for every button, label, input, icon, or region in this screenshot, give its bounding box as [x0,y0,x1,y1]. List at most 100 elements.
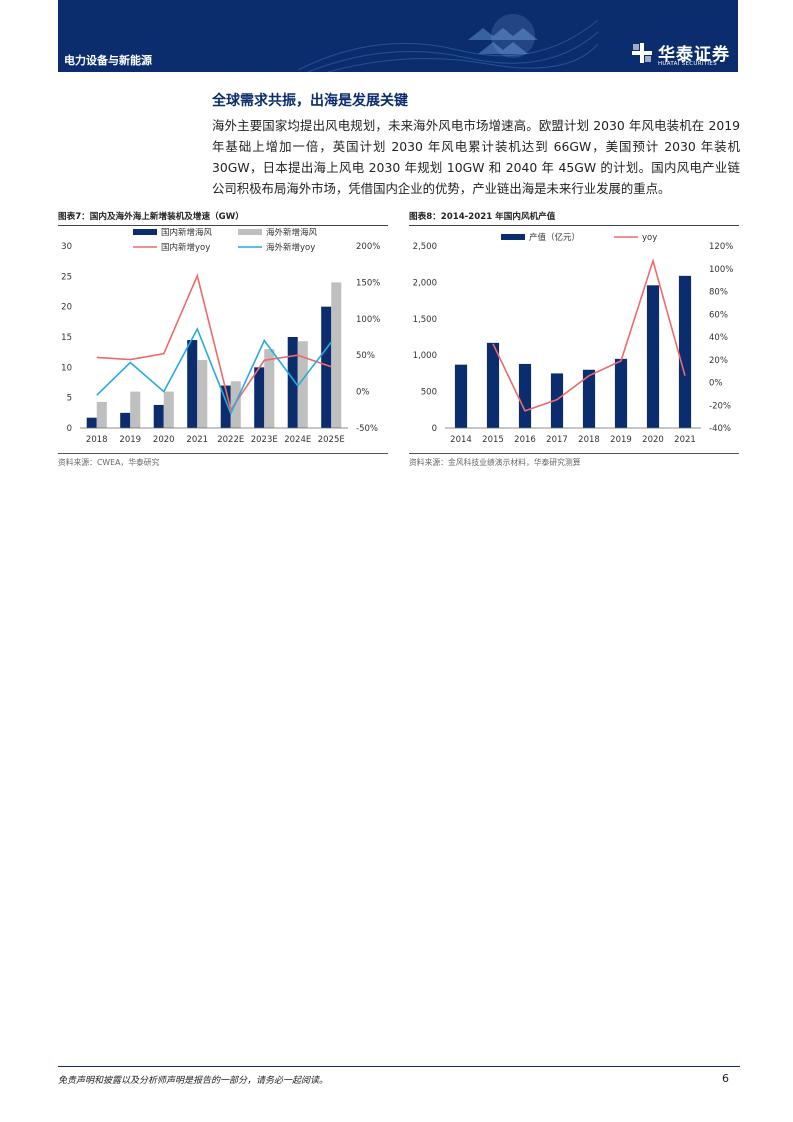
huatai-logo-icon [632,43,652,63]
bar [550,373,564,428]
x-tick-label: 2014 [450,435,472,445]
bar [287,337,298,428]
figure8-caption: 2014-2021 年国内风机产值 [440,212,556,222]
bar [187,340,198,428]
legend-swatch [238,229,262,235]
figure8-rule [409,225,739,226]
y-right-tick-label: 60% [709,310,728,320]
figure7-source: 资料来源：CWEA，华泰研究 [58,458,160,467]
bar [197,360,208,428]
figure7-chart: 0 5 10 15 20 25 30 -50% 0% 50% 100% 150% 200% 2018 201… [61,228,380,445]
figure7-label: 图表7： [58,212,90,222]
x-tick-label: 2019 [119,435,141,445]
x-tick-label: 2021 [674,435,696,445]
bar [230,381,241,428]
bar [297,341,308,428]
x-tick-label: 2019 [610,435,632,445]
y-right-tick-label: 200% [356,242,380,252]
bar [331,282,342,428]
figure8-label: 图表8： [409,212,441,222]
figure8-title: 图表8：2014-2021 年国内风机产值 [409,210,555,222]
brand-name-en: HUATAI SECURITIES [658,61,717,67]
bar [454,364,468,428]
bar [582,369,596,428]
y-left-tick-label: 500 [421,388,437,398]
legend-label: 国内新增yoy [161,242,210,253]
legend-label: 产值（亿元） [529,232,580,243]
brand-name: 华泰证券 [658,45,730,65]
legend-swatch [133,229,157,235]
series-line [96,327,332,416]
bar [646,285,660,428]
x-tick-label: 2023E [251,435,278,445]
bar [163,391,174,428]
header-decoration [298,14,598,72]
y-right-tick-label: 100% [709,265,733,275]
series-line [96,273,332,412]
body-paragraph: 海外主要国家均提出风电规划，未来海外风电市场增速高。欧盟计划 2030 年风电装… [212,118,740,196]
x-tick-label: 2020 [153,435,175,445]
y-right-tick-label: -50% [356,424,378,434]
x-tick-label: 2024E [284,435,311,445]
bar [153,404,164,428]
x-tick-label: 2018 [578,435,600,445]
y-right-tick-label: 120% [709,242,733,252]
report-header: 电力设备与新能源 华泰证券 HUATAI SECURITIES [58,0,738,72]
y-left-tick-label: 30 [61,242,72,252]
section-title: 全球需求共振，出海是发展关键 [212,93,408,109]
legend-swatch [501,234,525,240]
bar [254,367,265,428]
x-tick-label: 2018 [86,435,108,445]
figure8-source-rule [409,453,739,454]
y-left-tick-label: 15 [61,333,72,343]
legend-label: yoy [642,233,657,243]
y-right-tick-label: 100% [356,315,380,325]
y-right-tick-label: -20% [709,401,731,411]
bar [86,417,97,428]
y-left-tick-label: 20 [61,303,72,313]
legend-label: 海外新增yoy [266,242,315,253]
bar [614,358,628,428]
bar [120,412,131,428]
y-right-tick-label: -40% [709,424,731,434]
figure7-source-rule [58,453,388,454]
y-right-tick-label: 0% [356,388,370,398]
bar [264,349,275,428]
y-right-tick-label: 50% [356,351,375,361]
y-left-tick-label: 5 [67,394,72,404]
x-tick-label: 2021 [186,435,208,445]
x-tick-label: 2015 [482,435,504,445]
figure7-rule [58,225,388,226]
figure7-caption: 国内及海外海上新增装机及增速（GW） [89,212,244,222]
y-right-tick-label: 80% [709,288,728,298]
y-left-tick-label: 0 [432,424,437,434]
figure8-source: 资料来源：金风科技业绩演示材料，华泰研究测算 [409,458,581,467]
x-tick-label: 2017 [546,435,568,445]
y-right-tick-label: 150% [356,278,380,288]
page-number: 6 [722,1072,729,1085]
bar [96,401,107,428]
legend-label: 海外新增海风 [266,228,318,238]
y-left-tick-label: 10 [61,363,72,373]
bar [130,391,141,428]
y-left-tick-label: 2,500 [413,242,437,252]
y-left-tick-label: 1,000 [413,351,437,361]
bar [518,363,532,428]
y-right-tick-label: 40% [709,333,728,343]
y-left-tick-label: 25 [61,272,72,282]
footer-disclaimer: 免责声明和披露以及分析师声明是报告的一部分，请务必一起阅读。 [58,1076,329,1086]
figure8-chart: 0 500 1,000 1,500 2,000 2,500 -40% -20% 0% 20% 40%… [413,232,734,445]
y-left-tick-label: 2,000 [413,278,437,288]
y-right-tick-label: 0% [709,379,723,389]
figure7-title: 图表7：国内及海外海上新增装机及增速（GW） [58,210,244,222]
bar [678,275,692,428]
y-left-tick-label: 0 [67,424,72,434]
y-left-tick-label: 1,500 [413,315,437,325]
section-name: 电力设备与新能源 [64,54,152,67]
footer-rule [58,1066,740,1067]
bar [321,306,332,428]
y-right-tick-label: 20% [709,356,728,366]
x-tick-label: 2025E [318,435,345,445]
x-tick-label: 2016 [514,435,536,445]
bar [220,385,231,428]
